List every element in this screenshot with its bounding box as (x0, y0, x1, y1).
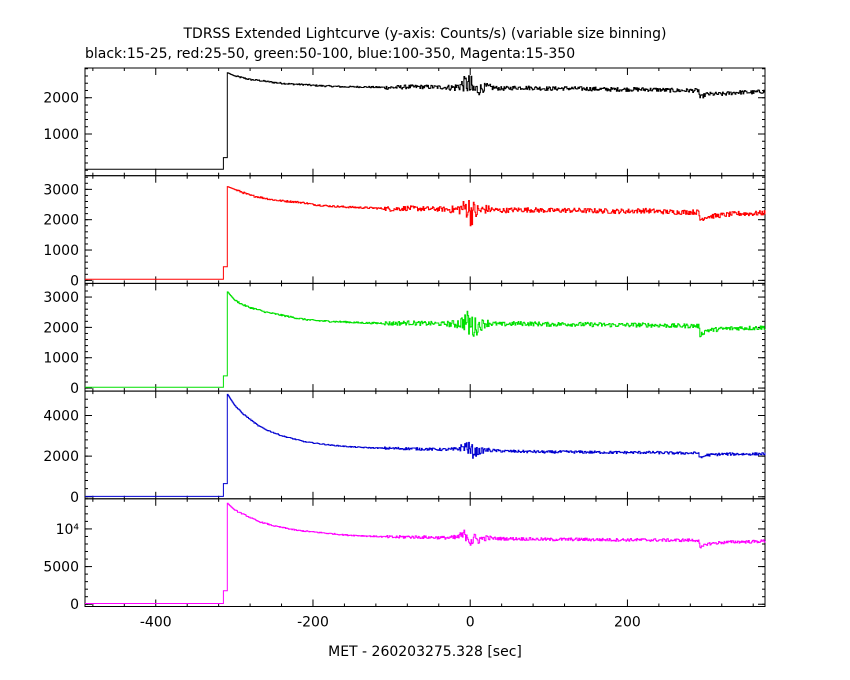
series-line-3 (85, 291, 766, 388)
panels-group: 1000200001000200030000100020003000020004… (43, 67, 766, 631)
series-line-4 (85, 393, 766, 497)
panel-2: 0 1000 2000 3000 (43, 175, 766, 289)
panel-1: 1000 2000 (43, 67, 766, 177)
y-tick-label: 1000 (43, 243, 79, 259)
y-tick-label: 3000 (43, 290, 79, 306)
panel-frame (84, 390, 766, 500)
y-tick-label: 5000 (43, 560, 79, 576)
panel-frame (84, 67, 766, 177)
y-tick-label: 1000 (43, 127, 79, 143)
y-tick-label: 0 (70, 597, 79, 613)
y-tick-label: 10⁴ (56, 522, 80, 538)
chart-title: TDRSS Extended Lightcurve (y-axis: Count… (182, 26, 666, 42)
series-line-5 (85, 502, 766, 604)
x-tick-label: -200 (297, 615, 329, 631)
y-tick-label: 2000 (43, 213, 79, 229)
x-tick-label: -400 (140, 615, 172, 631)
y-tick-label: 3000 (43, 182, 79, 198)
x-tick-label: 200 (614, 615, 641, 631)
panel-5: 0 5000 10⁴ -400 -200 0 200 (43, 498, 766, 631)
x-tick-label: 0 (466, 615, 475, 631)
y-tick-label: 4000 (43, 408, 79, 424)
y-tick-label: 0 (70, 381, 79, 397)
panel-3: 0 1000 2000 3000 (43, 282, 766, 397)
panel-frame (84, 282, 766, 392)
y-tick-label: 2000 (43, 449, 79, 465)
series-line-2 (85, 186, 766, 280)
y-tick-label: 0 (70, 490, 79, 506)
chart-subtitle: black:15-25, red:25-50, green:50-100, bl… (85, 46, 575, 62)
y-tick-label: 2000 (43, 320, 79, 336)
series-line-1 (85, 72, 766, 170)
y-tick-label: 1000 (43, 351, 79, 367)
panel-frame (84, 498, 766, 607)
x-axis-label: MET - 260203275.328 [sec] (328, 644, 522, 660)
panel-4: 0 2000 4000 (43, 390, 766, 506)
y-tick-label: 0 (70, 273, 79, 289)
panel-frame (84, 175, 766, 284)
y-tick-label: 2000 (43, 91, 79, 107)
